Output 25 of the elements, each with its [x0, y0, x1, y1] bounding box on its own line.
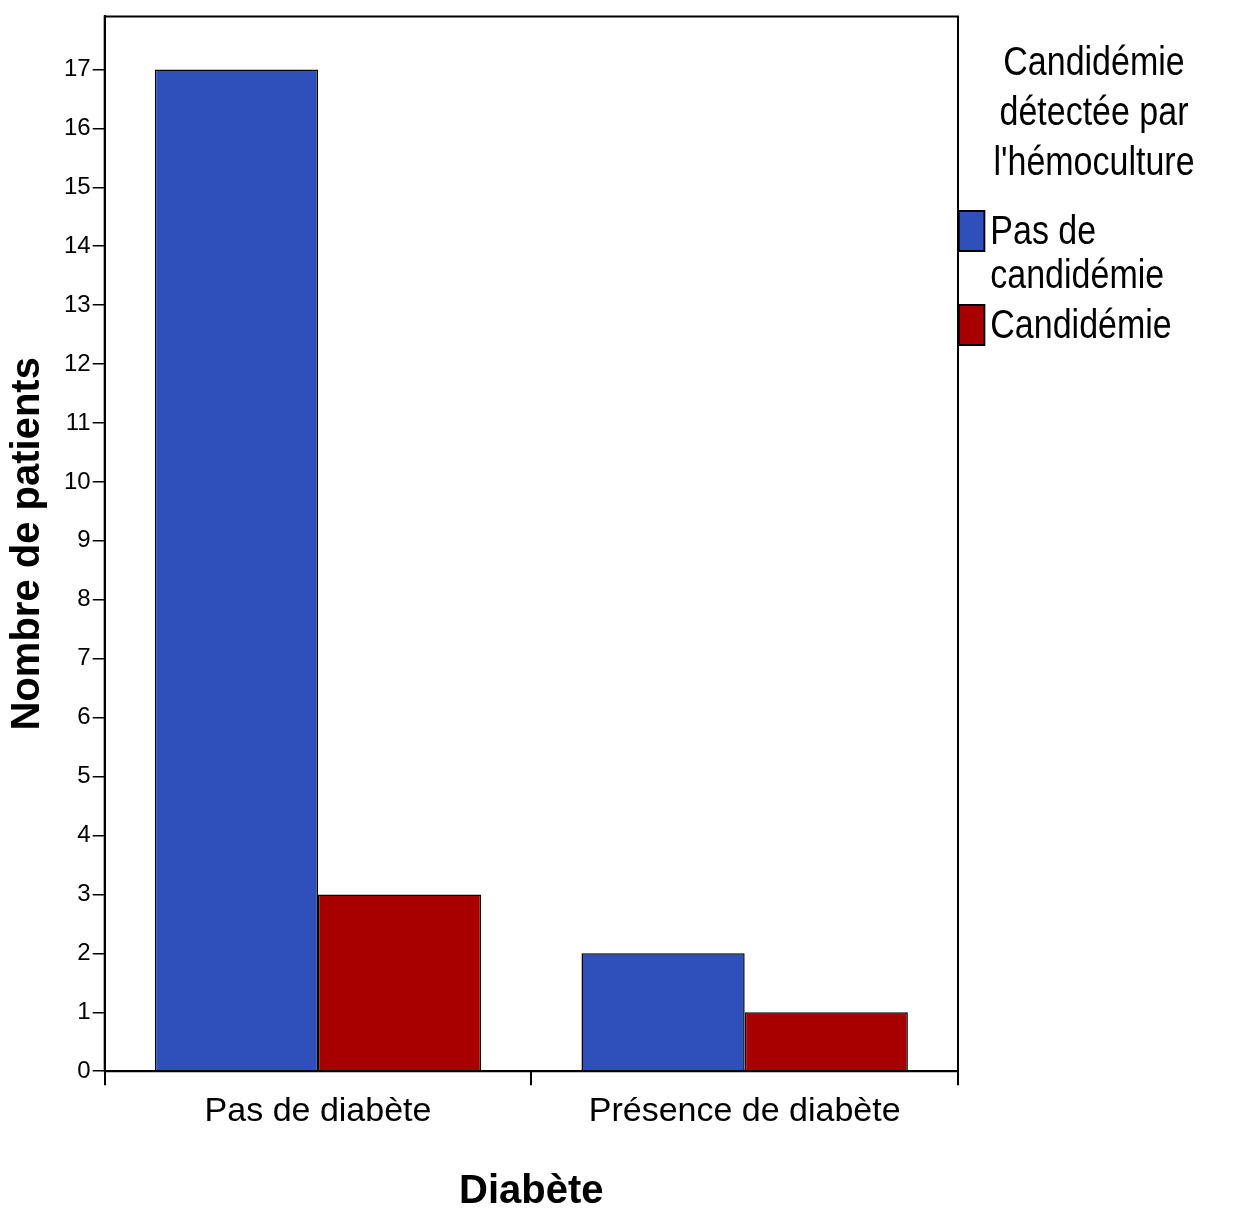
y-tick-label: 10: [63, 466, 91, 494]
y-tick-label: 14: [63, 230, 91, 258]
y-tick-label: 9: [77, 525, 91, 553]
y-axis-title: Nombre de patients: [3, 357, 48, 731]
y-tick-label: 12: [63, 348, 91, 376]
legend-label: Pas de candidémie: [990, 208, 1166, 296]
x-tick-label: Pas de diabète: [204, 1089, 432, 1128]
y-tick-label: 4: [77, 820, 91, 848]
y-tick-label: 7: [77, 643, 91, 671]
legend-title: Candidémie détectée par l'hémoculture: [992, 38, 1196, 185]
y-tick-label: 3: [77, 879, 91, 907]
x-axis-title: Diabète: [459, 1167, 604, 1212]
y-tick-label: 8: [77, 584, 91, 612]
x-tick-label: Présence de diabète: [588, 1089, 901, 1128]
y-tick-label: 13: [63, 289, 91, 317]
y-tick-label: 17: [63, 54, 91, 82]
y-tick-label: 5: [77, 761, 91, 789]
y-tick-label: 11: [65, 407, 91, 435]
y-tick-label: 6: [77, 702, 91, 730]
y-tick-label: 2: [77, 937, 91, 965]
y-tick-label: 15: [63, 171, 91, 199]
y-tick-label: 1: [77, 996, 91, 1024]
y-tick-label: 16: [63, 112, 91, 140]
legend-label: Candidémie: [990, 302, 1172, 346]
y-tick-label: 0: [77, 1055, 91, 1083]
